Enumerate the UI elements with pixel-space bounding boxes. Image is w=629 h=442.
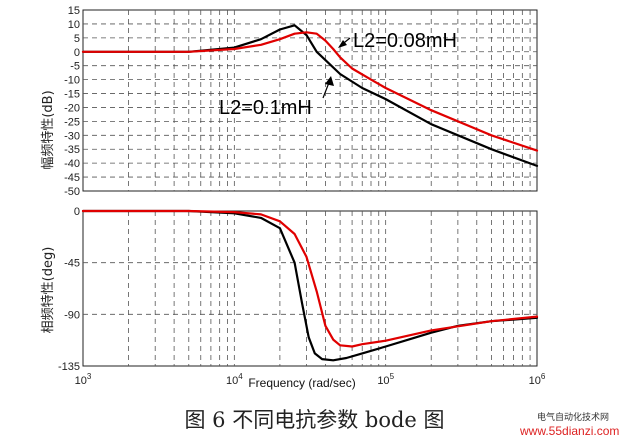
y-tick-label: 0 [74, 47, 80, 59]
annotation-l2-0-08mh: L2=0.08mH [353, 30, 457, 52]
watermark-url: www.55dianzi.com [520, 424, 620, 438]
phase-ylabel: 相频特性(deg) [41, 247, 56, 334]
y-tick-label: -50 [64, 186, 80, 198]
y-tick-label: -45 [64, 172, 80, 184]
series-line-l2-0-08mh [81, 209, 539, 348]
y-tick-label: -30 [64, 130, 80, 142]
y-tick-label: 0 [74, 206, 80, 218]
series-line-l2-0-1mh [81, 24, 539, 167]
y-tick-label: -5 [70, 61, 80, 73]
x-axis-label: Frequency (rad/sec) [248, 376, 355, 390]
y-tick-label: 10 [68, 19, 80, 31]
y-tick-label: -45 [64, 258, 80, 270]
y-tick-label: -15 [64, 89, 80, 101]
figure-caption: 图 6 不同电抗参数 bode 图 [184, 408, 445, 432]
series-line-l2-0-08mh [81, 31, 539, 152]
y-tick-label: 15 [68, 5, 80, 17]
series-line-l2-0-1mh [81, 209, 539, 362]
annotation-l2-0-1mh: L2=0.1mH [219, 97, 312, 119]
x-tick-label: 103 [75, 372, 92, 387]
magnitude-panel: 15 10 5 0 -5 -10 -15-20 -25 -30 -35 -40 -45 -50 L2=0.… [64, 5, 539, 198]
y-tick-label: -25 [64, 116, 80, 128]
y-tick-label: -20 [64, 102, 80, 114]
y-tick-label: -10 [64, 75, 80, 87]
annotation-arrowhead [325, 76, 334, 86]
magnitude-ylabel: 幅频特性(dB) [41, 90, 56, 169]
annotation-arrowhead [338, 40, 347, 48]
y-tick-label: -40 [64, 158, 80, 170]
x-tick-label: 106 [529, 372, 546, 387]
x-tick-label: 105 [377, 372, 394, 387]
y-tick-label: 5 [74, 33, 80, 45]
y-tick-label: -35 [64, 144, 80, 156]
watermark-site-name: 电气自动化技术网 [537, 413, 610, 423]
x-tick-label: 104 [226, 372, 243, 387]
y-tick-label: -135 [58, 361, 80, 373]
y-tick-label: -90 [64, 309, 80, 321]
